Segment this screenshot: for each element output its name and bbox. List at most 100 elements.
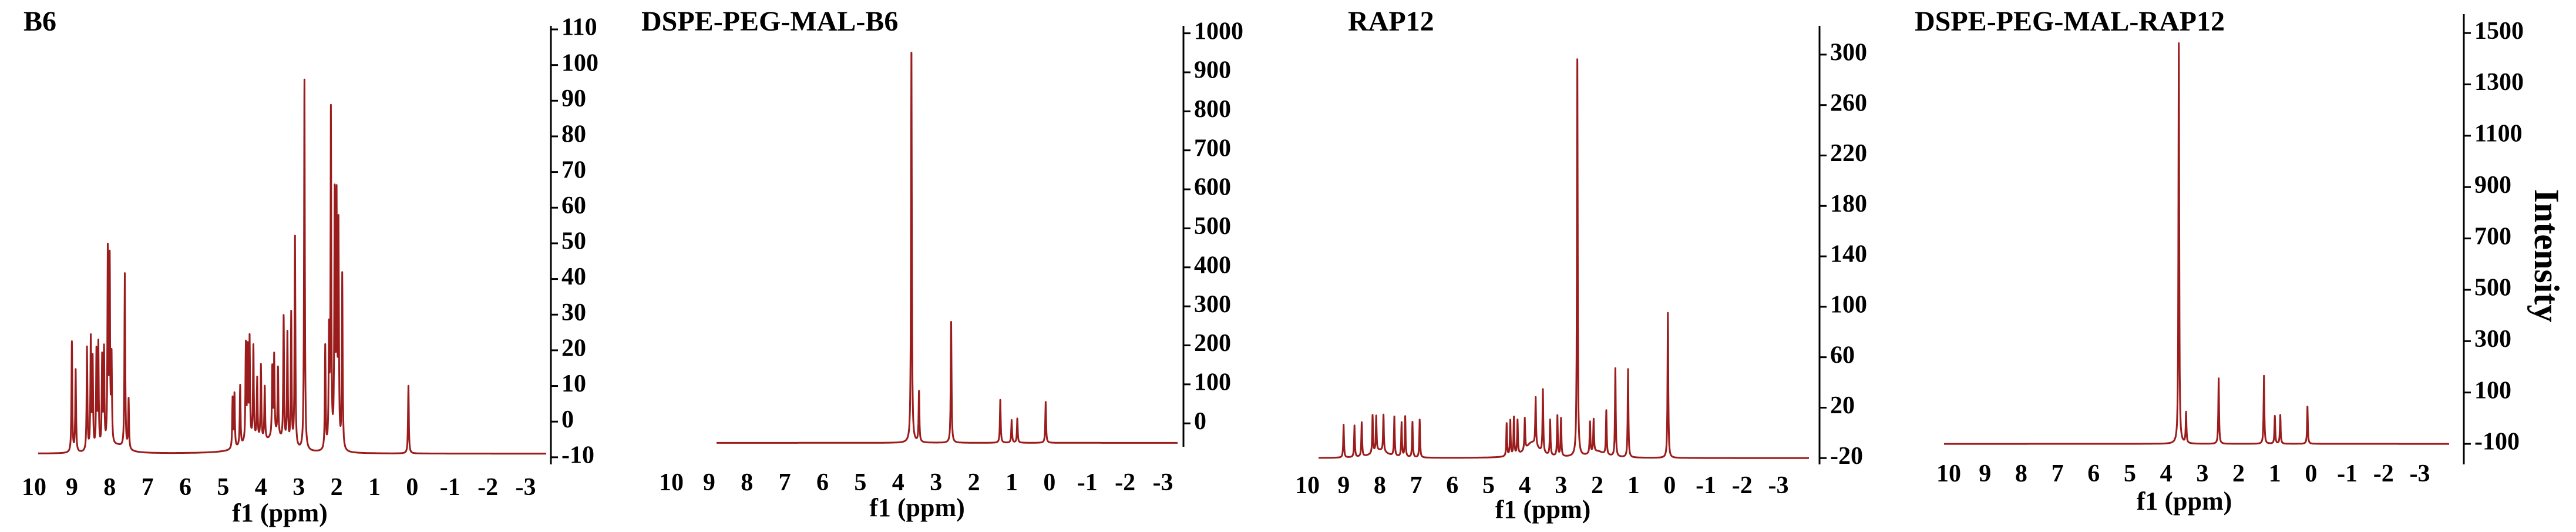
y-tick-label: 300 [1194,291,1231,318]
y-axis-label: Intensity [2527,189,2566,323]
y-tick-label: 100 [561,49,598,76]
x-tick-label: 1 [368,474,381,501]
x-axis-label: f1 (ppm) [232,498,328,527]
x-tick-label: -1 [2337,460,2358,487]
x-axis-label: f1 (ppm) [869,493,965,522]
y-tick-label: 100 [1830,292,1867,319]
x-tick-label: 3 [2196,460,2208,487]
y-tick-label: 260 [1830,89,1867,116]
y-tick-label: 600 [1194,174,1231,201]
y-tick-label: -100 [2474,429,2520,456]
x-tick-label: 9 [66,474,78,501]
x-tick-label: 2 [968,469,980,496]
y-tick-label: 900 [2474,172,2511,199]
y-tick-label: 500 [1194,213,1231,240]
x-tick-label: 5 [1482,472,1495,499]
x-tick-label: 5 [2124,460,2136,487]
x-tick-label: 4 [2160,460,2173,487]
x-tick-label: 1 [2269,460,2281,487]
y-tick-label: 60 [561,192,586,219]
y-tick-label: 100 [2474,377,2511,404]
x-tick-label: 7 [1410,472,1422,499]
x-tick-label: 6 [816,469,829,496]
y-tick-label: -10 [561,442,594,469]
x-tick-label: -3 [1153,469,1173,496]
y-tick-label: 220 [1830,140,1867,167]
y-tick-label: 300 [2474,326,2511,353]
x-tick-label: 6 [179,474,191,501]
x-tick-label: -2 [477,474,498,501]
x-tick-label: 10 [22,474,46,501]
x-tick-label: 9 [703,469,715,496]
y-tick-label: 40 [561,263,586,290]
x-tick-label: 7 [2052,460,2064,487]
x-tick-label: 3 [1555,472,1567,499]
x-axis-label: f1 (ppm) [2137,487,2232,516]
y-tick-label: 10 [561,370,586,397]
panel-title: RAP12 [1348,6,1434,37]
y-tick-label: 1100 [2474,121,2523,148]
x-tick-label: 8 [2015,460,2027,487]
spectrum-line [715,52,1179,444]
spectrum-line [38,78,547,455]
x-tick-label: -1 [1696,472,1716,499]
panel-title: B6 [23,6,56,37]
y-tick-label: 50 [561,228,586,255]
panel-title: DSPE-PEG-MAL-RAP12 [1915,6,2225,37]
y-tick-label: 400 [1194,252,1231,279]
y-tick-label: 100 [1194,369,1231,396]
x-tick-label: 0 [2305,460,2317,487]
x-tick-label: 3 [292,474,305,501]
x-tick-label: 8 [741,469,753,496]
x-tick-label: -1 [1077,469,1098,496]
x-tick-label: 3 [930,469,942,496]
x-tick-label: 4 [255,474,267,501]
x-tick-label: 4 [1519,472,1531,499]
x-tick-label: 2 [2232,460,2245,487]
y-tick-label: 80 [561,121,586,148]
y-tick-label: 900 [1194,57,1231,84]
x-tick-label: 5 [854,469,866,496]
x-tick-label: 10 [1936,460,1961,487]
panel-title: DSPE-PEG-MAL-B6 [641,6,898,37]
y-tick-label: 60 [1830,342,1855,369]
x-tick-label: 2 [1591,472,1603,499]
x-tick-label: 8 [1374,472,1386,499]
x-tick-label: 6 [1446,472,1458,499]
x-tick-label: 1 [1005,469,1018,496]
x-tick-label: 1 [1627,472,1640,499]
x-tick-label: -2 [1115,469,1135,496]
y-tick-label: 200 [1194,330,1231,357]
x-tick-label: 4 [892,469,904,496]
x-tick-label: 5 [217,474,229,501]
x-tick-label: 7 [779,469,791,496]
x-axis-label: f1 (ppm) [1495,495,1591,524]
y-tick-label: 700 [1194,135,1231,162]
y-tick-label: 0 [1194,408,1206,435]
x-tick-label: -3 [2410,460,2430,487]
x-tick-label: 9 [1979,460,1991,487]
x-tick-label: -2 [1732,472,1753,499]
y-tick-label: -20 [1830,443,1863,470]
y-tick-label: 90 [561,85,586,112]
x-tick-label: -2 [2373,460,2394,487]
x-tick-label: 8 [103,474,116,501]
y-tick-label: 800 [1194,96,1231,123]
x-tick-label: 10 [1295,472,1320,499]
y-tick-label: 110 [561,14,597,41]
spectrum-line [1318,58,1810,459]
y-tick-label: 30 [561,299,586,326]
panel-dspe-peg-mal-b6: DSPE-PEG-MAL-B6 1000900800700600500400300… [641,6,1243,522]
y-tick-label: 70 [561,156,586,183]
x-tick-label: 2 [331,474,343,501]
x-tick-label: 0 [1043,469,1055,496]
panel-dspe-peg-mal-rap12: DSPE-PEG-MAL-RAP12 1500130011009007005003… [1915,6,2524,516]
y-tick-label: 500 [2474,275,2511,302]
x-tick-label: 0 [1663,472,1676,499]
x-tick-label: 0 [406,474,418,501]
y-tick-label: 20 [1830,392,1855,419]
x-tick-label: -3 [1768,472,1789,499]
x-tick-label: -3 [516,474,536,501]
